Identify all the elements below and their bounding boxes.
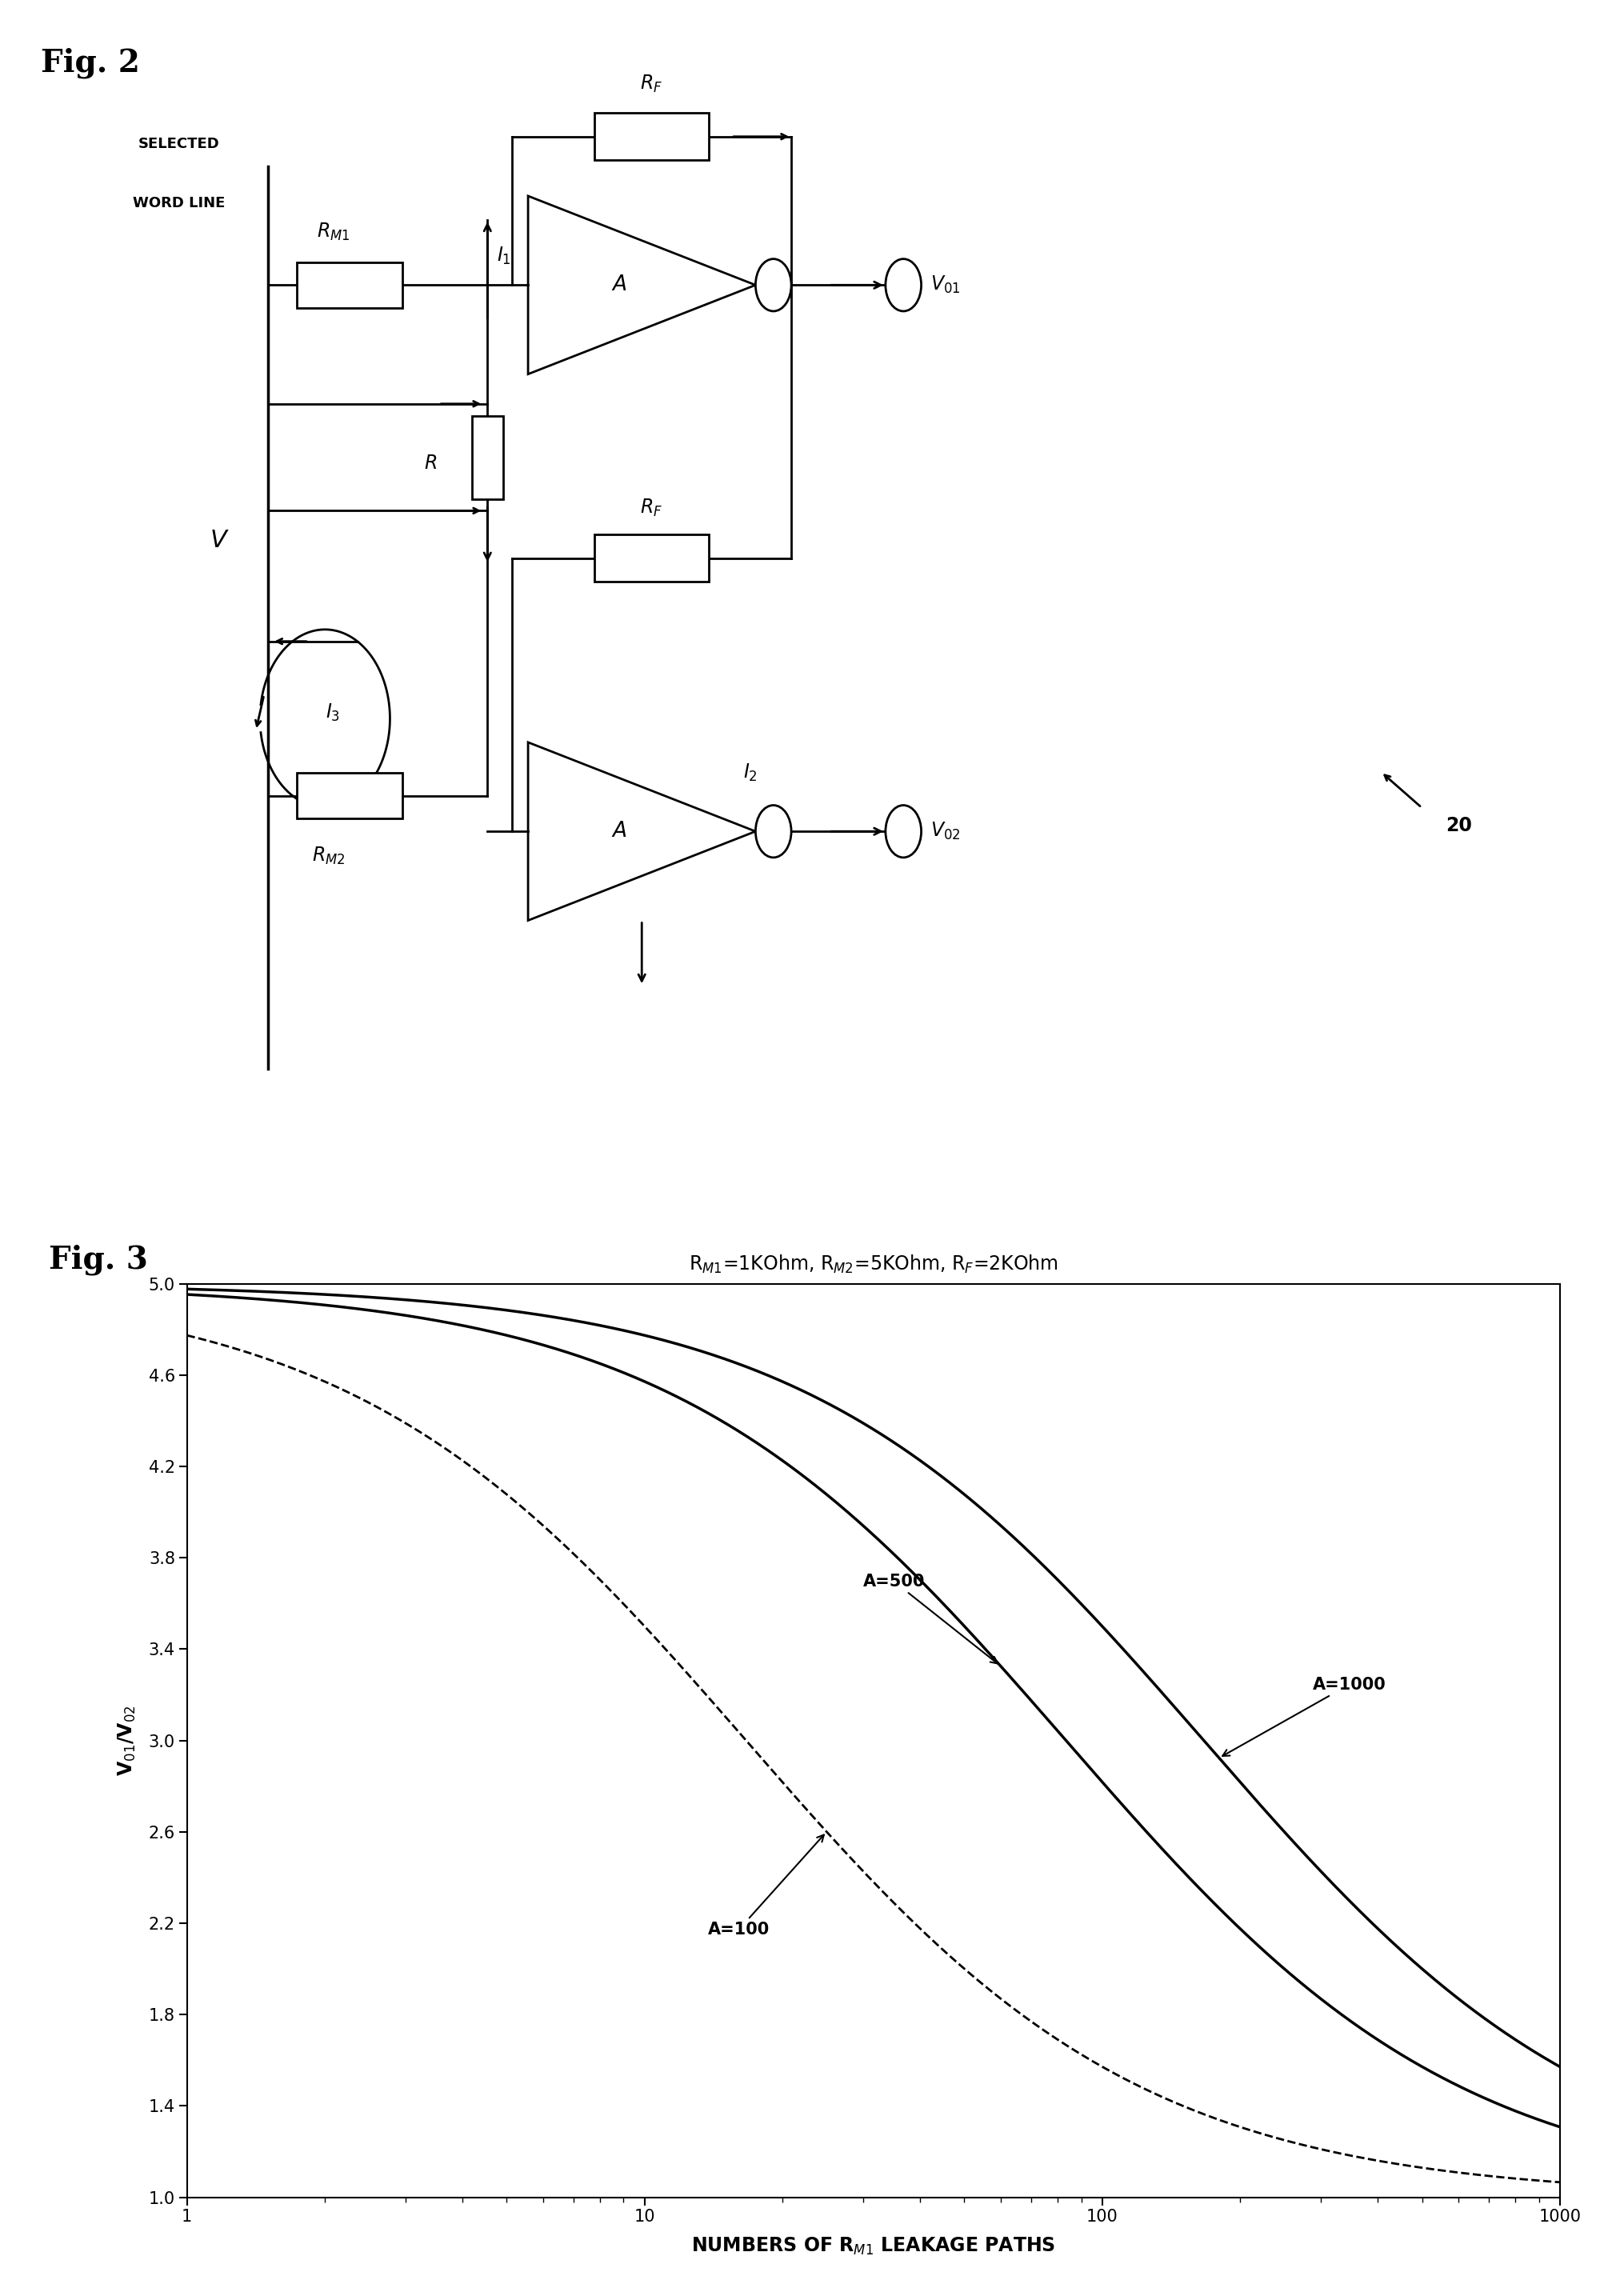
- Text: A=1000: A=1000: [1221, 1676, 1385, 1756]
- Y-axis label: V$_{01}$/V$_{02}$: V$_{01}$/V$_{02}$: [117, 1704, 138, 1777]
- Text: $R_{M1}$: $R_{M1}$: [317, 222, 349, 242]
- Text: $R_F$: $R_F$: [640, 498, 663, 518]
- Title: R$_{M1}$=1KOhm, R$_{M2}$=5KOhm, R$_F$=2KOhm: R$_{M1}$=1KOhm, R$_{M2}$=5KOhm, R$_F$=2K…: [689, 1254, 1057, 1274]
- Text: $V_{01}$: $V_{01}$: [931, 274, 960, 295]
- Bar: [473, 416, 503, 498]
- Text: Fig. 3: Fig. 3: [49, 1245, 148, 1274]
- Text: WORD LINE: WORD LINE: [133, 196, 224, 210]
- Text: $I_3$: $I_3$: [326, 703, 339, 724]
- Text: A=100: A=100: [708, 1834, 823, 1937]
- Bar: [296, 774, 403, 818]
- Text: 20: 20: [1445, 815, 1471, 836]
- Text: $R_F$: $R_F$: [640, 73, 663, 94]
- Polygon shape: [528, 196, 755, 375]
- Circle shape: [755, 806, 791, 856]
- Bar: [594, 112, 708, 160]
- Text: A=500: A=500: [862, 1574, 997, 1663]
- Text: $I_1$: $I_1$: [497, 244, 512, 267]
- Text: $I_2$: $I_2$: [744, 763, 757, 783]
- Text: $V$: $V$: [209, 530, 229, 553]
- Bar: [594, 534, 708, 582]
- Text: SELECTED: SELECTED: [138, 137, 219, 151]
- Text: Fig. 2: Fig. 2: [41, 48, 140, 78]
- Polygon shape: [528, 742, 755, 920]
- Text: $A$: $A$: [611, 820, 627, 843]
- Text: $R$: $R$: [424, 455, 437, 473]
- Circle shape: [755, 258, 791, 311]
- Text: $A$: $A$: [611, 274, 627, 295]
- Circle shape: [885, 258, 921, 311]
- X-axis label: NUMBERS OF R$_{M1}$ LEAKAGE PATHS: NUMBERS OF R$_{M1}$ LEAKAGE PATHS: [690, 2236, 1056, 2257]
- Circle shape: [885, 806, 921, 856]
- Text: $V_{02}$: $V_{02}$: [931, 820, 960, 843]
- Text: $R_{M2}$: $R_{M2}$: [312, 845, 346, 866]
- Bar: [296, 263, 403, 308]
